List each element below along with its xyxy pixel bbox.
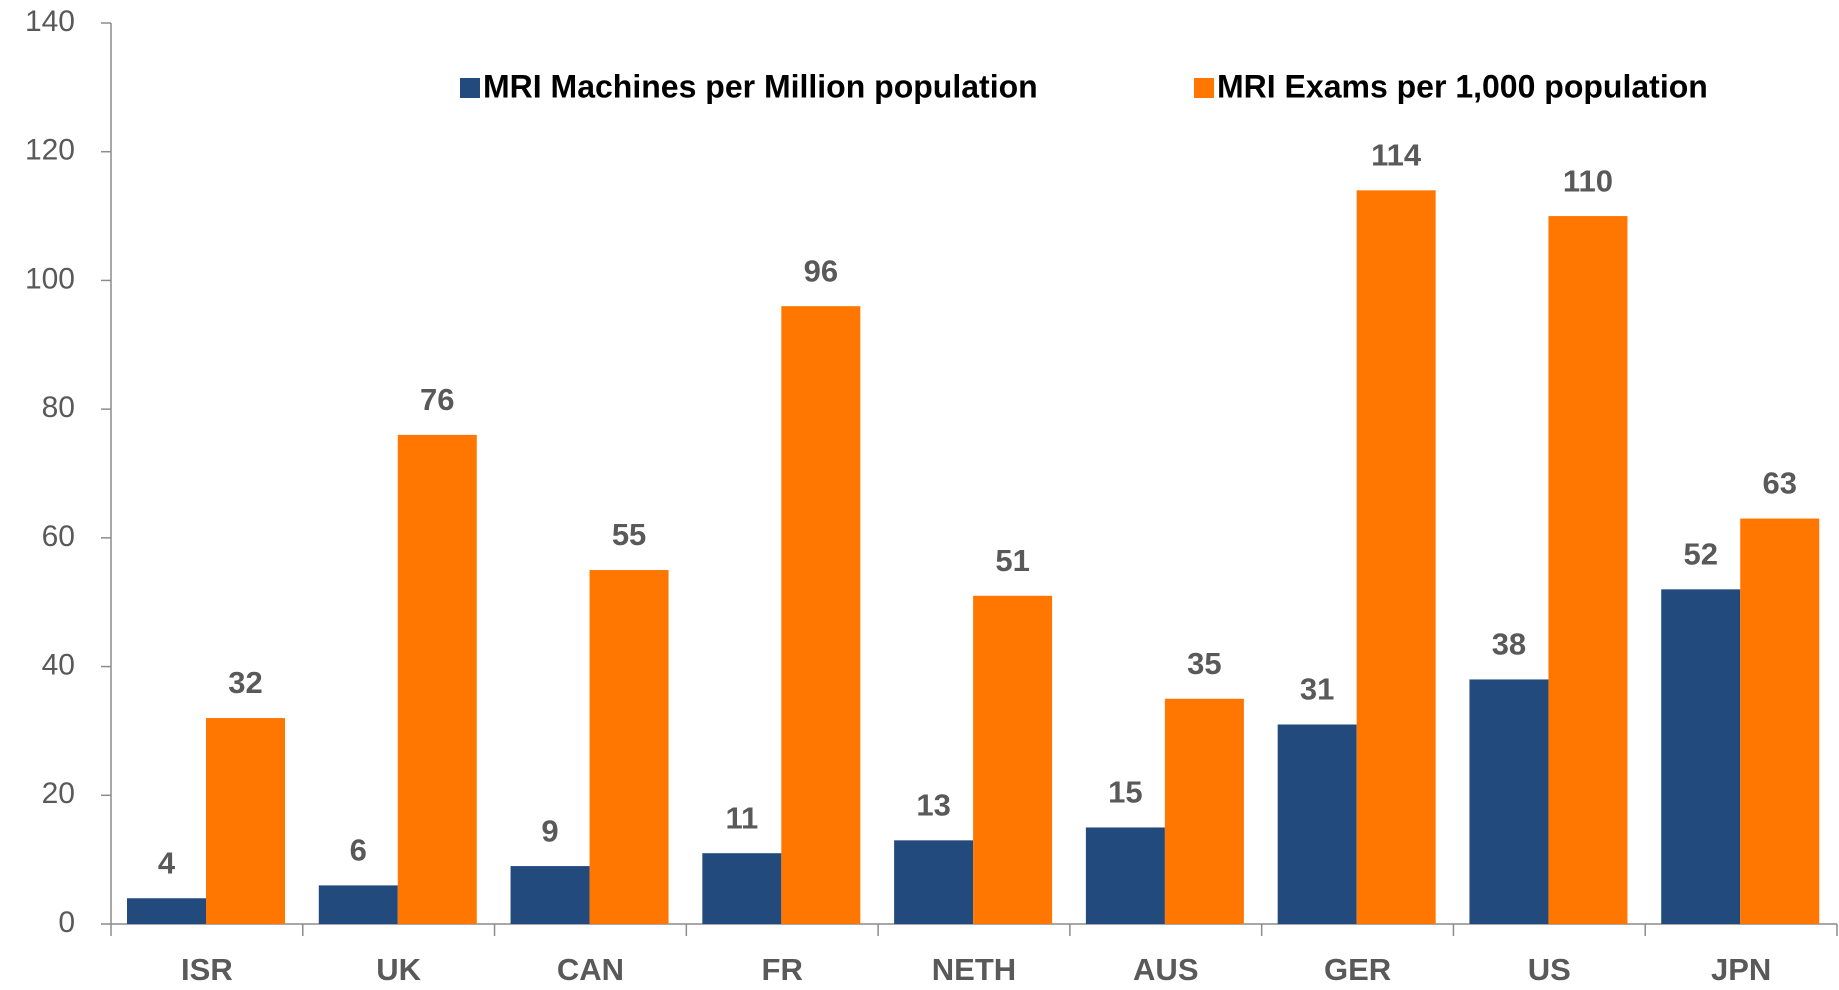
y-tick-label: 100: [25, 262, 75, 295]
bar: [1661, 589, 1741, 924]
y-tick-label: 60: [42, 520, 75, 553]
bar: [894, 840, 974, 924]
legend-swatch: [1194, 78, 1214, 98]
legend-swatch: [460, 78, 480, 98]
bar: [397, 434, 477, 924]
data-label: 114: [1371, 138, 1422, 173]
x-tick-label: CAN: [557, 952, 624, 987]
bar: [1277, 724, 1357, 924]
data-label: 76: [420, 382, 454, 417]
bar: [318, 885, 398, 924]
data-label: 13: [916, 788, 950, 823]
data-label: 55: [612, 517, 646, 552]
data-label: 9: [541, 813, 558, 848]
legend-label: MRI Machines per Million population: [483, 68, 1038, 104]
data-label: 35: [1187, 646, 1221, 681]
y-tick-label: 20: [42, 777, 75, 810]
data-label: 6: [350, 833, 367, 868]
y-tick-label: 0: [58, 906, 75, 939]
data-label: 38: [1492, 627, 1526, 662]
x-tick-label: NETH: [932, 952, 1016, 987]
data-label: 15: [1108, 775, 1142, 810]
x-tick-label: ISR: [181, 952, 233, 987]
data-label: 32: [228, 665, 262, 700]
data-label: 11: [725, 800, 758, 835]
bar: [781, 306, 861, 925]
x-tick-label: US: [1528, 952, 1571, 987]
data-label: 110: [1563, 163, 1613, 198]
data-label: 63: [1762, 466, 1796, 501]
y-tick-label: 120: [25, 134, 75, 167]
legend-label: MRI Exams per 1,000 population: [1217, 68, 1708, 104]
y-tick-label: 40: [42, 648, 75, 681]
data-label: 96: [804, 253, 838, 288]
bar: [589, 570, 669, 924]
bar: [973, 595, 1053, 924]
x-tick-label: UK: [376, 952, 421, 987]
data-label: 31: [1300, 672, 1334, 707]
x-tick-label: AUS: [1133, 952, 1198, 987]
y-tick-label: 80: [42, 391, 75, 424]
bar: [1469, 679, 1549, 924]
bar: [1740, 518, 1820, 924]
x-tick-label: FR: [762, 952, 803, 987]
data-label: 51: [995, 543, 1029, 578]
bar: [1356, 190, 1436, 925]
data-label: 52: [1683, 537, 1717, 572]
bar: [206, 718, 285, 924]
bar: [1085, 827, 1165, 924]
bar: [510, 866, 590, 924]
x-tick-label: GER: [1324, 952, 1391, 987]
bar: [1548, 216, 1628, 925]
bar: [1164, 698, 1244, 924]
bar: [127, 898, 206, 924]
bar: [702, 853, 782, 924]
y-tick-label: 140: [25, 5, 75, 38]
x-tick-label: JPN: [1711, 952, 1771, 987]
data-label: 4: [158, 845, 176, 880]
